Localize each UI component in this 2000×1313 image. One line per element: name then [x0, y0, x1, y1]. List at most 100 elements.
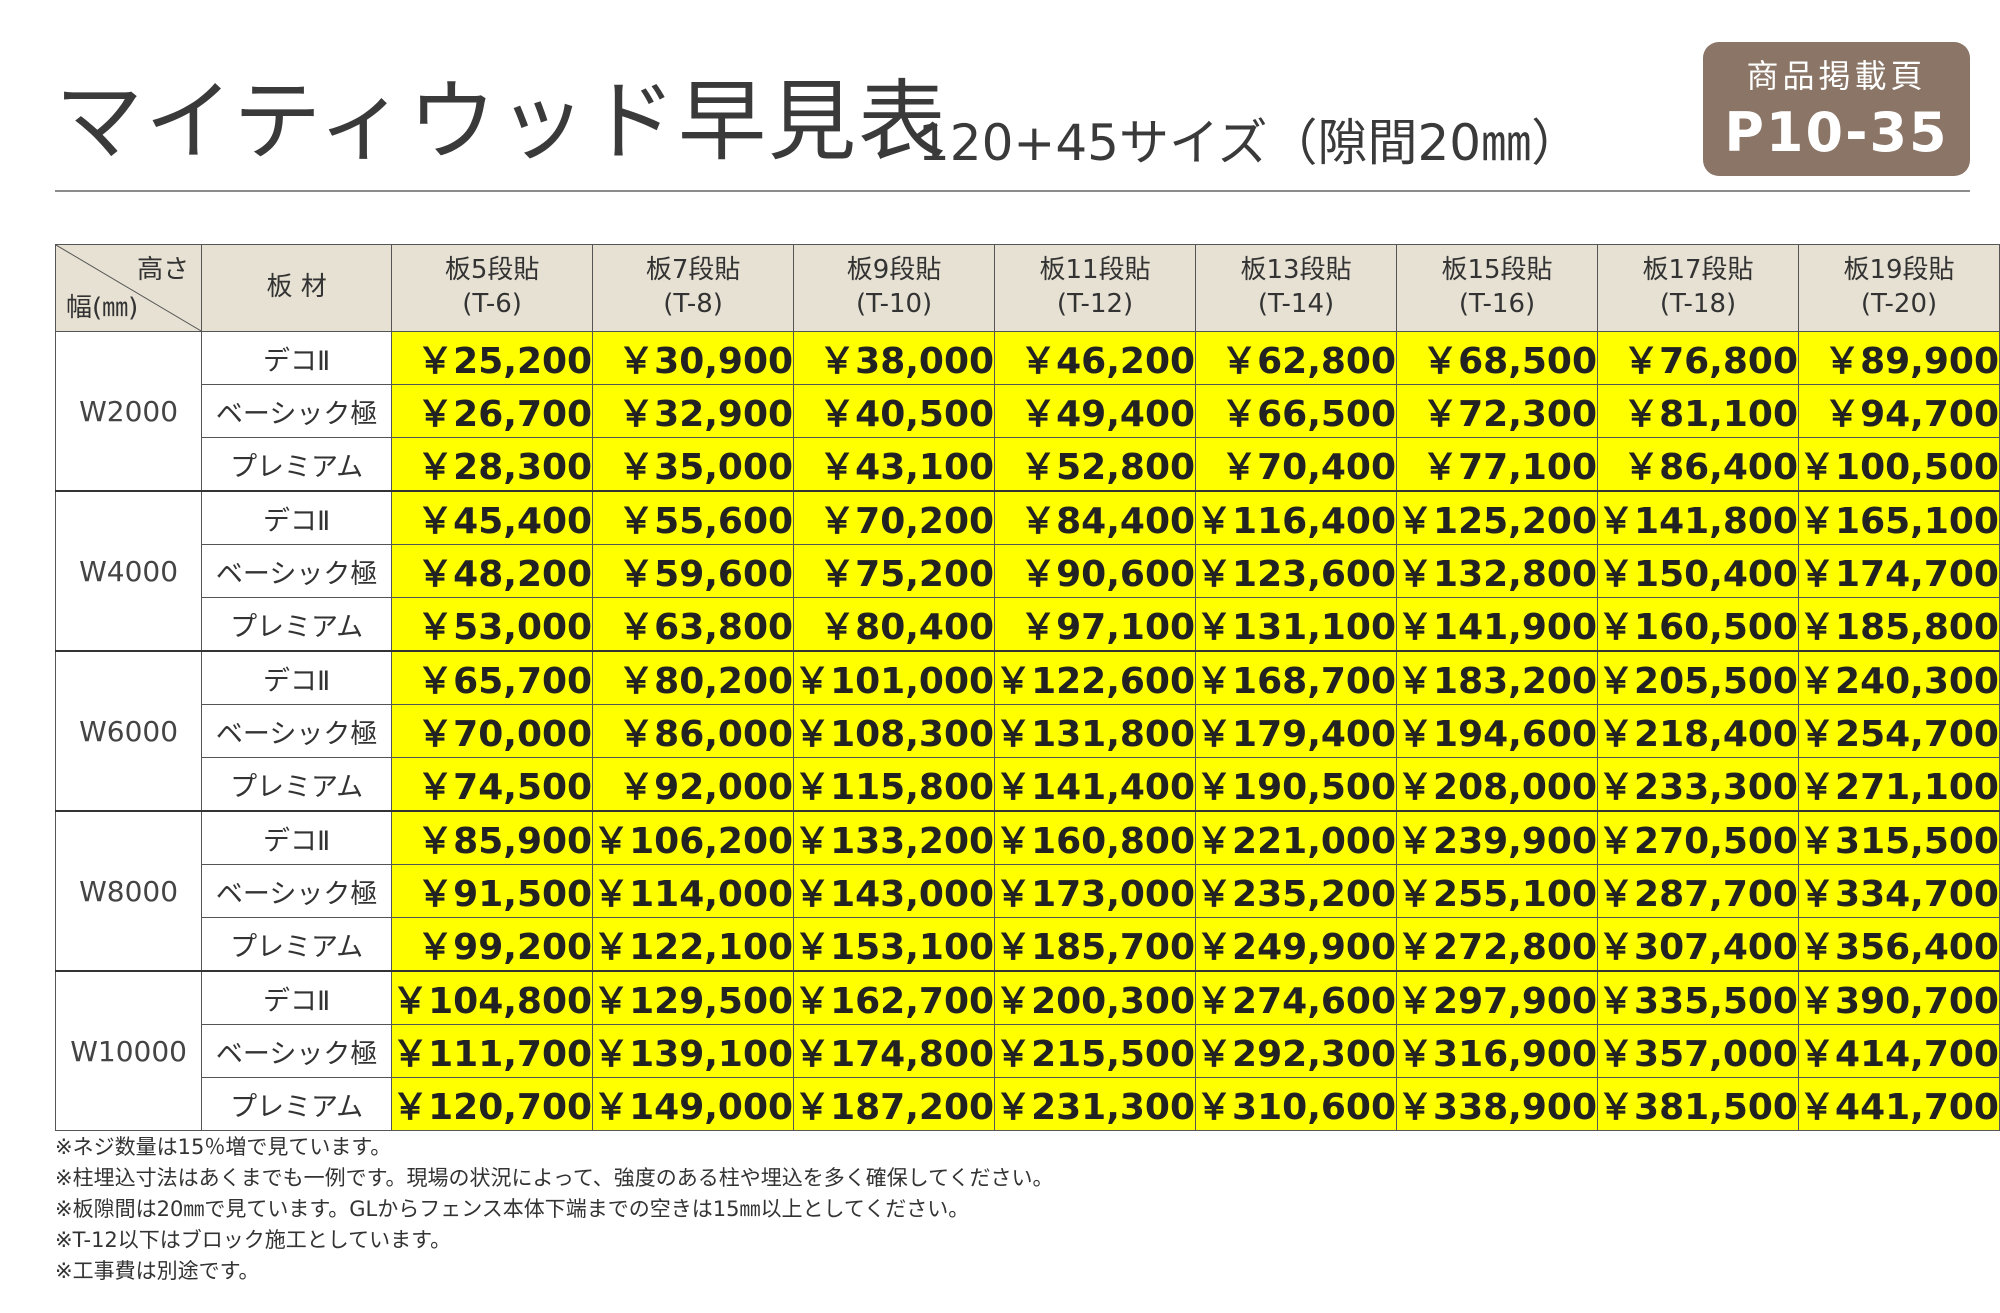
material-header: 板 材: [201, 244, 393, 332]
width-axis-label: 幅(㎜): [66, 293, 139, 323]
material-label: デコⅡ: [201, 970, 393, 1025]
material-label: プレミアム: [201, 597, 393, 652]
price-cell: ￥149,000: [592, 1077, 795, 1131]
price-cell: ￥334,700: [1798, 864, 2000, 918]
price-cell: ￥153,100: [793, 917, 996, 972]
table-row: ベーシック極 ￥70,000 ￥86,000 ￥108,300 ￥131,800 ￥179…: [56, 704, 2000, 758]
title-divider: [55, 190, 1970, 192]
material-label: プレミアム: [201, 1077, 393, 1131]
column-header: 板13段貼 (T-14): [1195, 244, 1398, 332]
badge-pages: P10-35: [1724, 101, 1949, 164]
material-label: デコⅡ: [201, 650, 393, 705]
price-cell: ￥287,700: [1597, 864, 1799, 918]
price-cell: ￥70,400: [1195, 437, 1398, 492]
price-cell: ￥271,100: [1798, 757, 2000, 812]
material-label: デコⅡ: [201, 331, 393, 385]
table-row: W2000 デコⅡ ￥25,200 ￥30,900 ￥38,000 ￥46,200 ￥62,…: [54, 331, 2000, 492]
width-label: W10000: [54, 970, 203, 1131]
footnote: ※T-12以下はブロック施工としています。: [55, 1228, 452, 1252]
price-cell: ￥316,900: [1396, 1024, 1599, 1078]
column-header: 板11段貼 (T-12): [994, 244, 1197, 332]
price-cell: ￥235,200: [1195, 864, 1398, 918]
column-code: (T-10): [855, 289, 933, 319]
price-cell: ￥43,100: [793, 437, 996, 492]
price-cell: ￥240,300: [1798, 650, 2000, 705]
price-cell: ￥115,800: [793, 757, 996, 812]
price-cell: ￥80,200: [592, 650, 795, 705]
width-label: W6000: [54, 650, 203, 812]
price-cell: ￥55,600: [592, 490, 795, 545]
footnotes: ※ネジ数量は15％増で見ています。 ※柱埋込寸法はあくまでも一例です。現場の状況に…: [55, 1132, 1054, 1287]
price-cell: ￥90,600: [994, 544, 1197, 598]
price-cell: ￥35,000: [592, 437, 795, 492]
price-cell: ￥338,900: [1396, 1077, 1599, 1131]
price-cell: ￥86,400: [1597, 437, 1799, 492]
page-title: マイティウッド早見表: [55, 70, 948, 173]
price-cell: ￥255,100: [1396, 864, 1599, 918]
price-cell: ￥174,800: [793, 1024, 996, 1078]
corner-cell: 高さ 幅(㎜): [54, 244, 203, 332]
price-cell: ￥307,400: [1597, 917, 1799, 972]
price-cell: ￥160,500: [1597, 597, 1799, 652]
column-code: (T-8): [663, 289, 723, 319]
price-cell: ￥66,500: [1195, 384, 1398, 438]
price-cell: ￥162,700: [793, 970, 996, 1025]
price-cell: ￥381,500: [1597, 1077, 1799, 1131]
price-cell: ￥254,700: [1798, 704, 2000, 758]
price-cell: ￥218,400: [1597, 704, 1799, 758]
price-cell: ￥231,300: [994, 1077, 1197, 1131]
column-code: (T-20): [1860, 289, 1938, 319]
price-cell: ￥125,200: [1396, 490, 1599, 545]
price-cell: ￥63,800: [592, 597, 795, 652]
price-cell: ￥183,200: [1396, 650, 1599, 705]
price-cell: ￥141,400: [994, 757, 1197, 812]
column-header: 板15段貼 (T-16): [1396, 244, 1599, 332]
table-row: プレミアム ￥53,000 ￥63,800 ￥80,400 ￥97,100 ￥131,10…: [56, 597, 2000, 652]
table-row: W4000 デコⅡ ￥45,400 ￥55,600 ￥70,200 ￥84,400 ￥116…: [54, 490, 2000, 652]
price-cell: ￥194,600: [1396, 704, 1599, 758]
price-cell: ￥104,800: [391, 970, 594, 1025]
price-cell: ￥77,100: [1396, 437, 1599, 492]
price-cell: ￥30,900: [592, 331, 795, 385]
column-header: 板5段貼 (T-6): [391, 244, 594, 332]
price-cell: ￥91,500: [391, 864, 594, 918]
price-cell: ￥185,700: [994, 917, 1197, 972]
price-cell: ￥123,600: [1195, 544, 1398, 598]
footnote: ※工事費は別途です。: [55, 1259, 260, 1283]
price-cell: ￥86,000: [592, 704, 795, 758]
table-row: ベーシック極 ￥91,500 ￥114,000 ￥143,000 ￥173,000 ￥23…: [56, 864, 2000, 918]
table-row: ベーシック極 ￥26,700 ￥32,900 ￥40,500 ￥49,400 ￥66,50…: [56, 384, 2000, 438]
price-cell: ￥48,200: [391, 544, 594, 598]
price-cell: ￥272,800: [1396, 917, 1599, 972]
price-cell: ￥40,500: [793, 384, 996, 438]
price-cell: ￥122,600: [994, 650, 1197, 705]
width-label: W8000: [54, 810, 203, 972]
price-cell: ￥85,900: [391, 810, 594, 865]
table-row: プレミアム ￥28,300 ￥35,000 ￥43,100 ￥52,800 ￥70,400…: [56, 437, 2000, 492]
price-cell: ￥75,200: [793, 544, 996, 598]
price-cell: ￥52,800: [994, 437, 1197, 492]
price-cell: ￥143,000: [793, 864, 996, 918]
price-cell: ￥84,400: [994, 490, 1197, 545]
price-cell: ￥99,200: [391, 917, 594, 972]
price-cell: ￥131,100: [1195, 597, 1398, 652]
price-cell: ￥94,700: [1798, 384, 2000, 438]
price-cell: ￥101,000: [793, 650, 996, 705]
price-cell: ￥160,800: [994, 810, 1197, 865]
material-label: プレミアム: [201, 757, 393, 812]
footnote: ※板隙間は20㎜で見ています。GLからフェンス本体下端までの空きは15㎜以上とし…: [55, 1197, 970, 1221]
price-cell: ￥74,500: [391, 757, 594, 812]
table-row: プレミアム ￥74,500 ￥92,000 ￥115,800 ￥141,400 ￥190,…: [56, 757, 2000, 812]
price-cell: ￥414,700: [1798, 1024, 2000, 1078]
price-cell: ￥141,800: [1597, 490, 1799, 545]
material-label: デコⅡ: [201, 810, 393, 865]
column-name: 板19段貼: [1843, 255, 1955, 286]
page-subtitle: 120+45サイズ（隙間20㎜）: [918, 114, 1582, 172]
price-cell: ￥310,600: [1195, 1077, 1398, 1131]
price-cell: ￥114,000: [592, 864, 795, 918]
price-cell: ￥215,500: [994, 1024, 1197, 1078]
price-cell: ￥76,800: [1597, 331, 1799, 385]
height-axis-label: 高さ: [137, 255, 190, 285]
column-header: 板9段貼 (T-10): [793, 244, 996, 332]
price-cell: ￥390,700: [1798, 970, 2000, 1025]
